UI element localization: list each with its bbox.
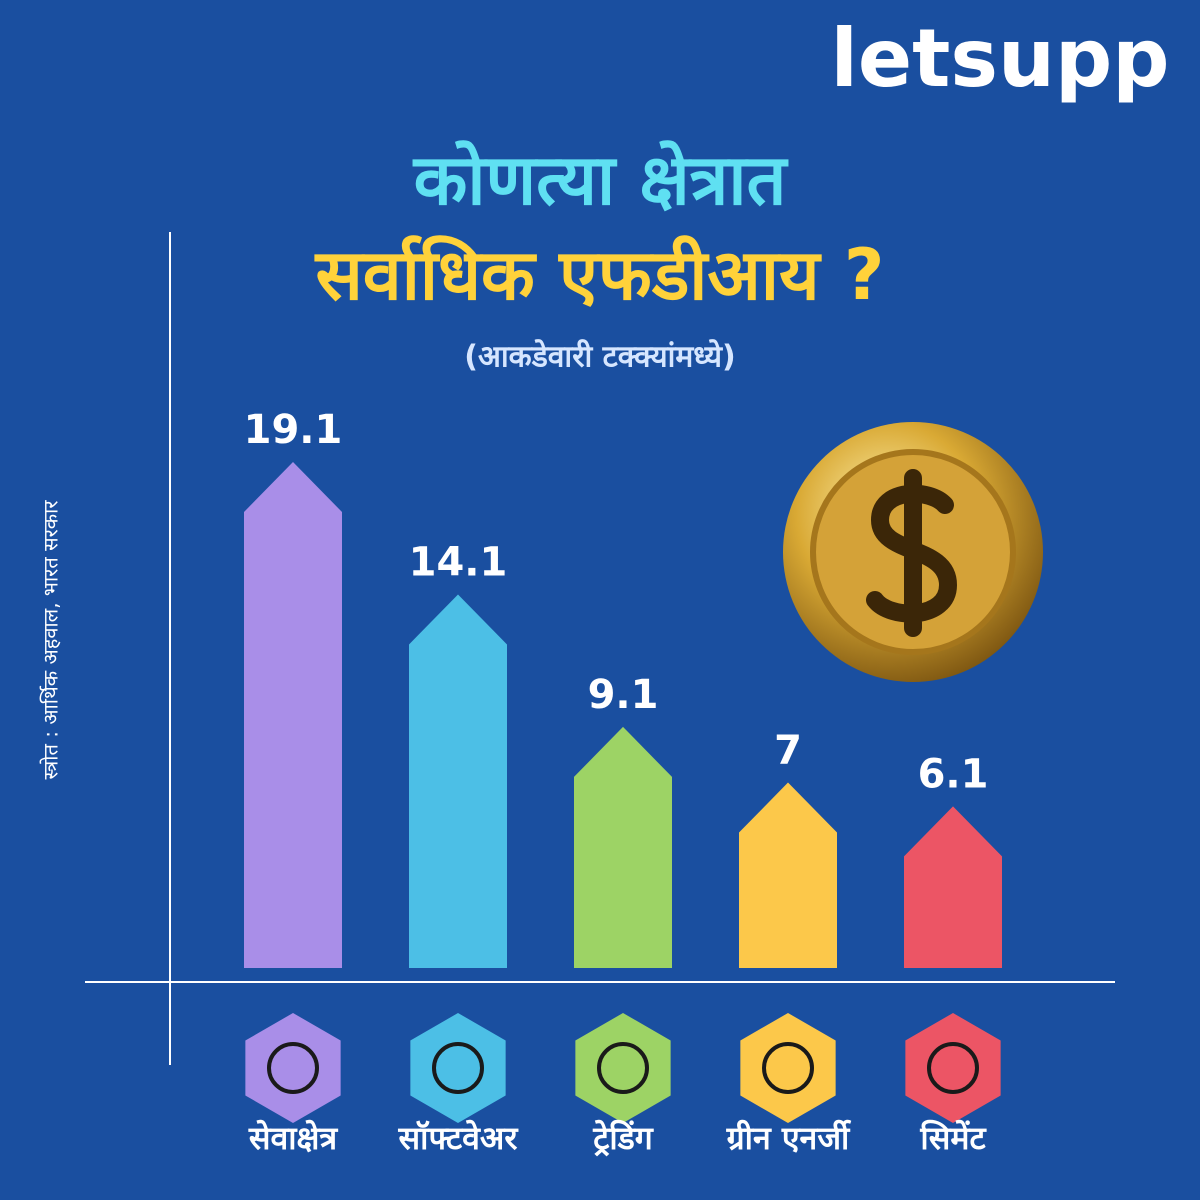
icon-glyph [267, 1042, 319, 1094]
bar [244, 462, 342, 968]
source-note: स्त्रोत : आर्थिक अहवाल, भारत सरकार [39, 500, 63, 780]
value-label: 19.1 [244, 407, 343, 453]
bar [904, 806, 1002, 968]
bar [574, 726, 672, 968]
chart-subtitle: (आकडेवारी टक्क्यांमध्ये) [464, 339, 735, 375]
value-label: 9.1 [588, 672, 659, 718]
logo: letsupp [830, 12, 1169, 105]
category-icon [905, 1013, 1001, 1123]
x-tick-label: ट्रेडिंग [592, 1119, 654, 1157]
value-label: 7 [774, 728, 802, 774]
x-tick-label: सॉफ्टवेअर [398, 1119, 520, 1157]
chart-title: कोणत्या क्षेत्रात [412, 139, 789, 221]
category-icon [245, 1013, 341, 1123]
icon-glyph [432, 1042, 484, 1094]
coin [783, 422, 1043, 682]
x-tick-label: सेवाक्षेत्र [248, 1119, 339, 1157]
chart-title: सर्वाधिक एफडीआय ? [313, 234, 884, 316]
icon-glyph [597, 1042, 649, 1094]
value-label: 6.1 [918, 751, 989, 797]
icon-glyph [927, 1042, 979, 1094]
bar [739, 782, 837, 968]
category-icon [575, 1013, 671, 1123]
x-tick-label: ग्रीन एनर्जी [726, 1119, 852, 1157]
value-label: 14.1 [409, 539, 508, 585]
category-icon [740, 1013, 836, 1123]
icon-glyph [762, 1042, 814, 1094]
category-icon [410, 1013, 506, 1123]
dollar-icon [866, 469, 958, 637]
bar [409, 594, 507, 968]
x-tick-label: सिमेंट [919, 1119, 987, 1157]
